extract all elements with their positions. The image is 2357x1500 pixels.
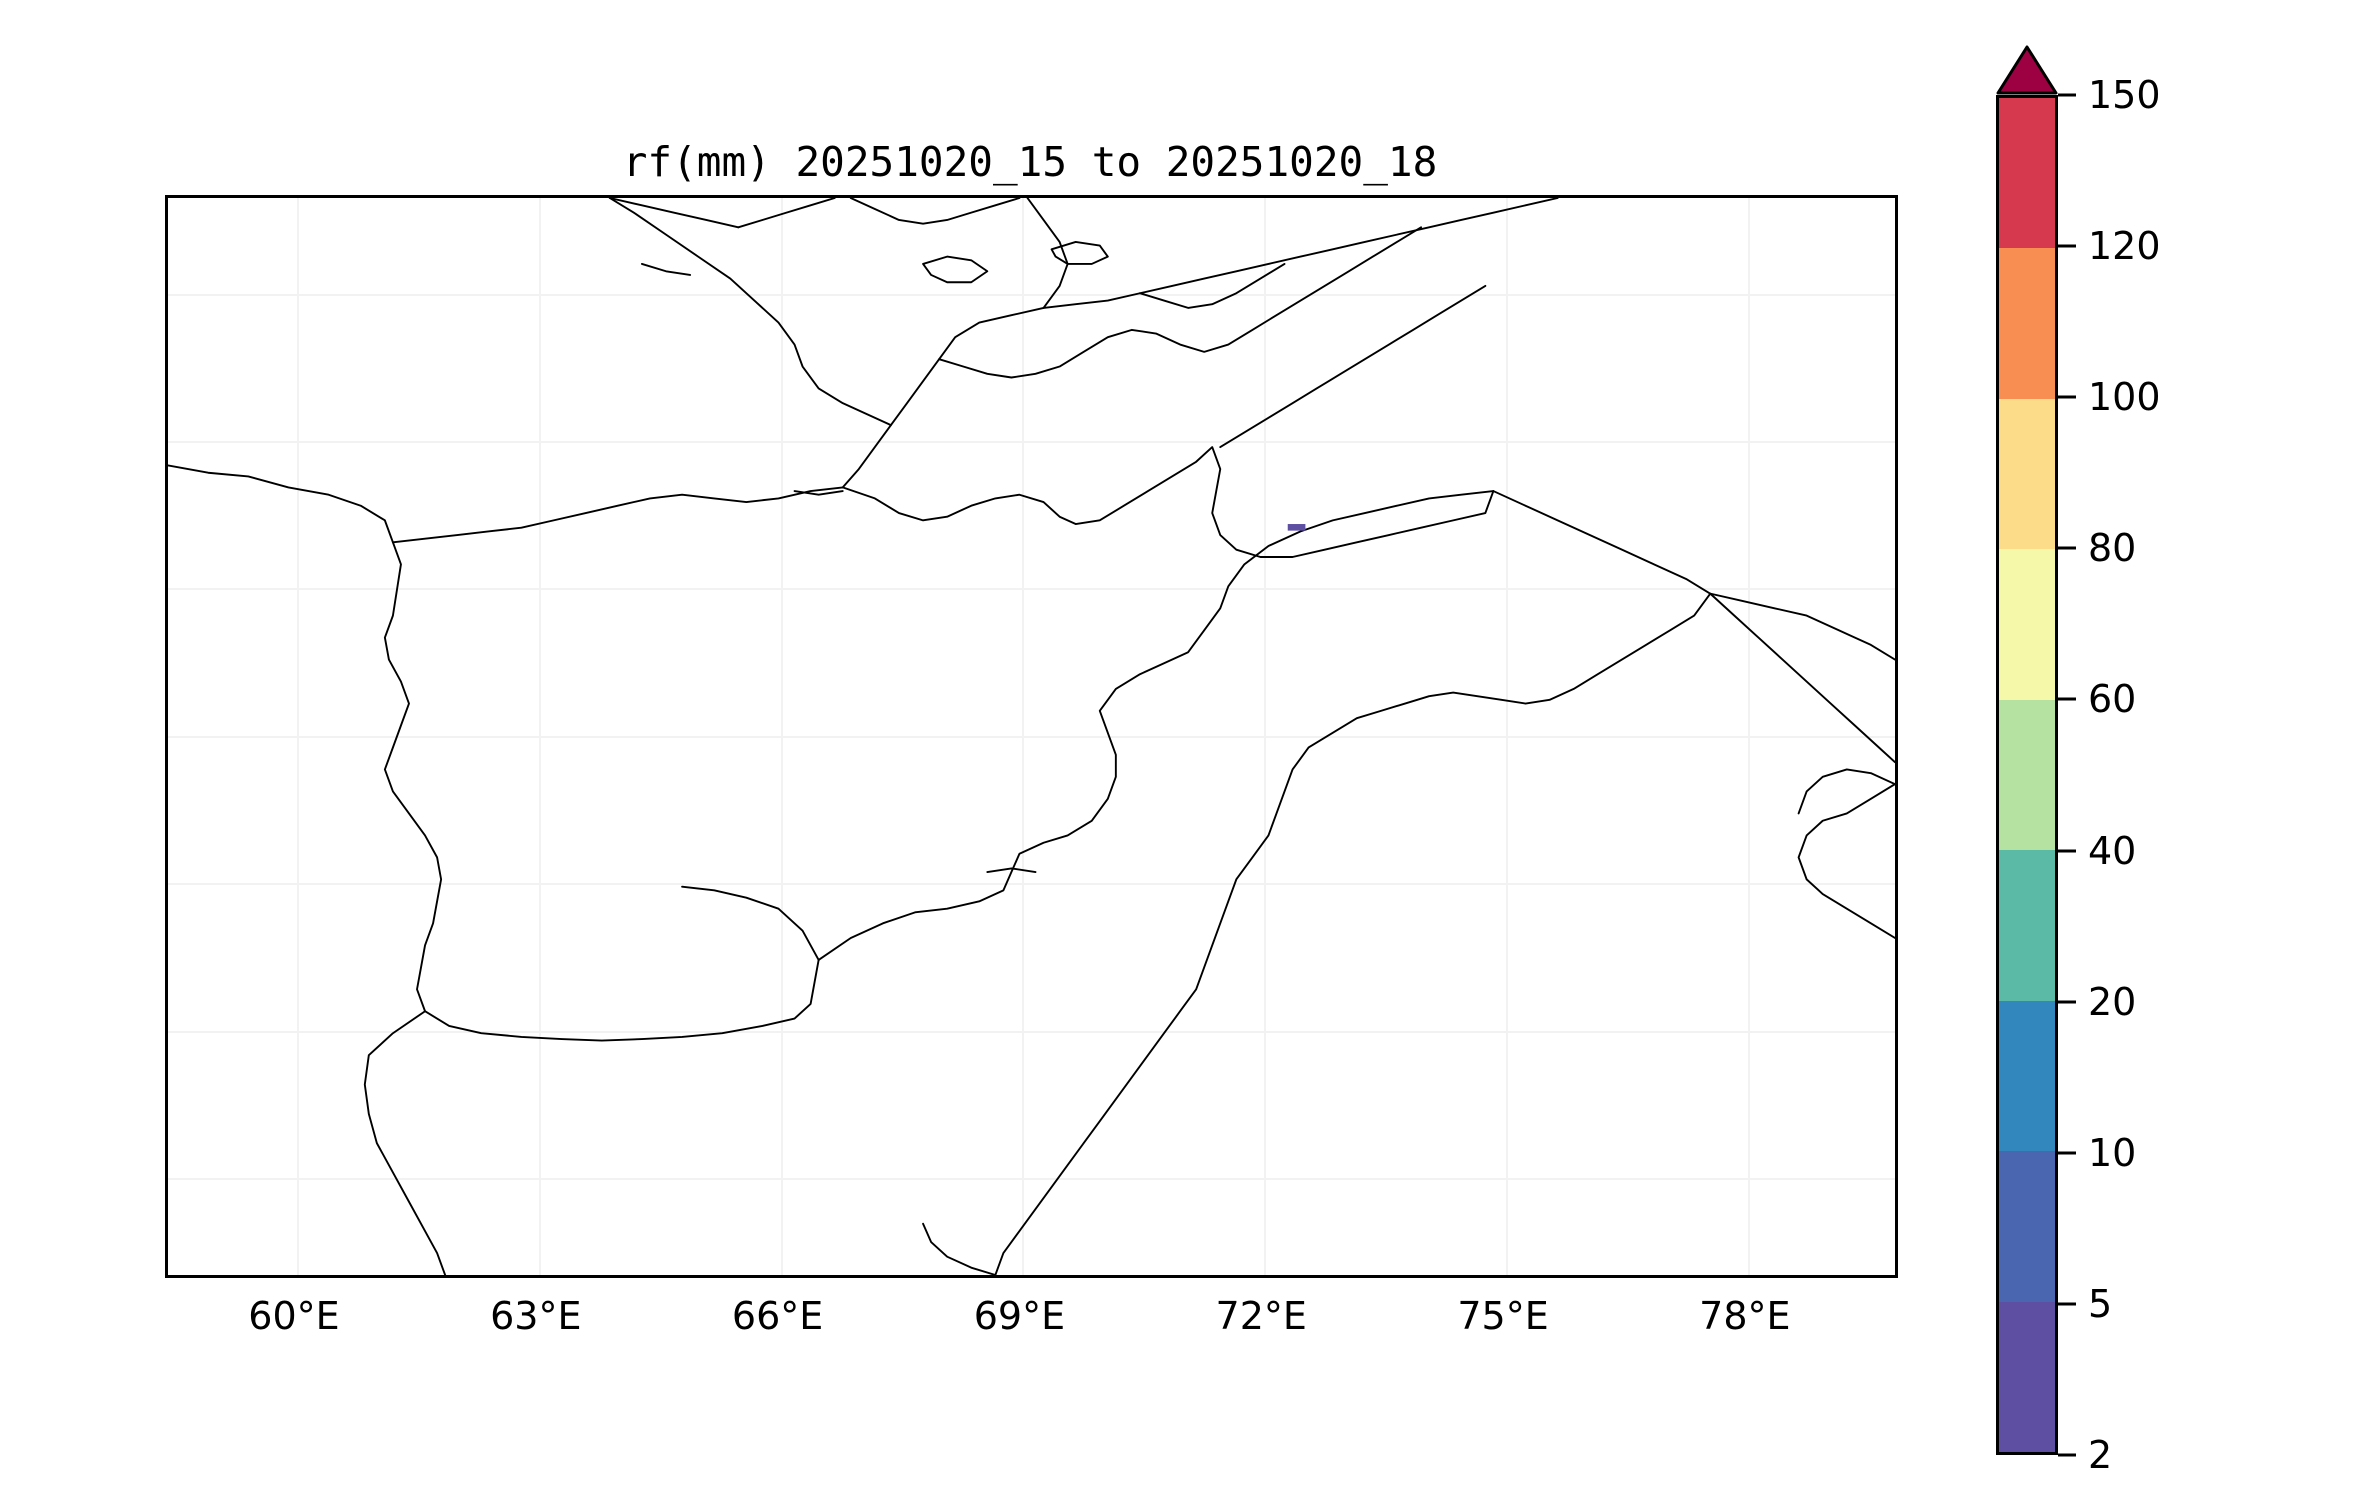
rainfall-patch (1287, 524, 1306, 531)
rainfall-patch-layer (1287, 524, 1306, 531)
gridline-latitude (168, 1177, 1895, 1180)
longitude-tick-label: 69°E (973, 1294, 1066, 1338)
gridline-latitude (168, 588, 1895, 591)
colorbar-segment (1999, 248, 2055, 399)
colorbar-tick-label: 20 (2088, 979, 2137, 1024)
country-borders-layer (168, 198, 1895, 1275)
colorbar-tick-mark (2058, 93, 2076, 97)
gridline-latitude (168, 1030, 1895, 1033)
colorbar-tick-label: 2 (2088, 1433, 2113, 1477)
longitude-tick-label: 60°E (248, 1294, 340, 1338)
colorbar-segment (1999, 98, 2055, 249)
colorbar-tick-mark (2058, 1151, 2076, 1155)
colorbar-tick-label: 60 (2088, 677, 2137, 722)
gridline-latitude (168, 883, 1895, 886)
colorbar-tick-label: 150 (2088, 73, 2161, 117)
colorbar-tick-label: 40 (2088, 828, 2137, 873)
longitude-tick-label: 72°E (1215, 1294, 1307, 1338)
colorbar-tick-label: 120 (2088, 224, 2161, 269)
colorbar-tick-mark (2058, 244, 2076, 248)
longitude-tick-label: 75°E (1457, 1294, 1549, 1338)
gridline-latitude (168, 441, 1895, 444)
colorbar-tick-label: 100 (2088, 375, 2161, 420)
colorbar-tick-mark (2058, 1302, 2076, 1306)
gridline-latitude (168, 293, 1895, 296)
colorbar-tick-mark (2058, 395, 2076, 399)
title-line-1: rf(mm) 20251020_15 to 20251020_18 (622, 137, 1438, 186)
colorbar-tick-label: 5 (2088, 1281, 2113, 1326)
colorbar-segment (1999, 398, 2055, 550)
longitude-tick-label: 66°E (731, 1294, 824, 1338)
colorbar-segment (1999, 1000, 2055, 1152)
longitude-tick-label: 78°E (1699, 1294, 1791, 1338)
colorbar-segment (1999, 549, 2055, 700)
colorbar-tick-label: 80 (2088, 526, 2137, 571)
colorbar-segment (1999, 699, 2055, 851)
colorbar-gradient (1996, 95, 2058, 1455)
colorbar-tick-label: 10 (2088, 1130, 2137, 1175)
gridline-latitude (168, 735, 1895, 738)
map-axes (165, 195, 1898, 1278)
colorbar-extend-arrow (1996, 45, 2058, 95)
colorbar-tick-mark (2058, 1453, 2076, 1457)
colorbar-tick-mark (2058, 697, 2076, 701)
colorbar-tick-mark (2058, 546, 2076, 550)
colorbar-tick-mark (2058, 849, 2076, 853)
colorbar-tick-mark (2058, 1000, 2076, 1004)
colorbar-segment (1999, 1301, 2055, 1452)
colorbar-segment (1999, 1151, 2055, 1302)
colorbar: 150 120 100 80 60 40 20 10 5 2 (1996, 45, 2161, 1477)
colorbar-segment (1999, 850, 2055, 1001)
longitude-tick-label: 63°E (490, 1294, 582, 1338)
